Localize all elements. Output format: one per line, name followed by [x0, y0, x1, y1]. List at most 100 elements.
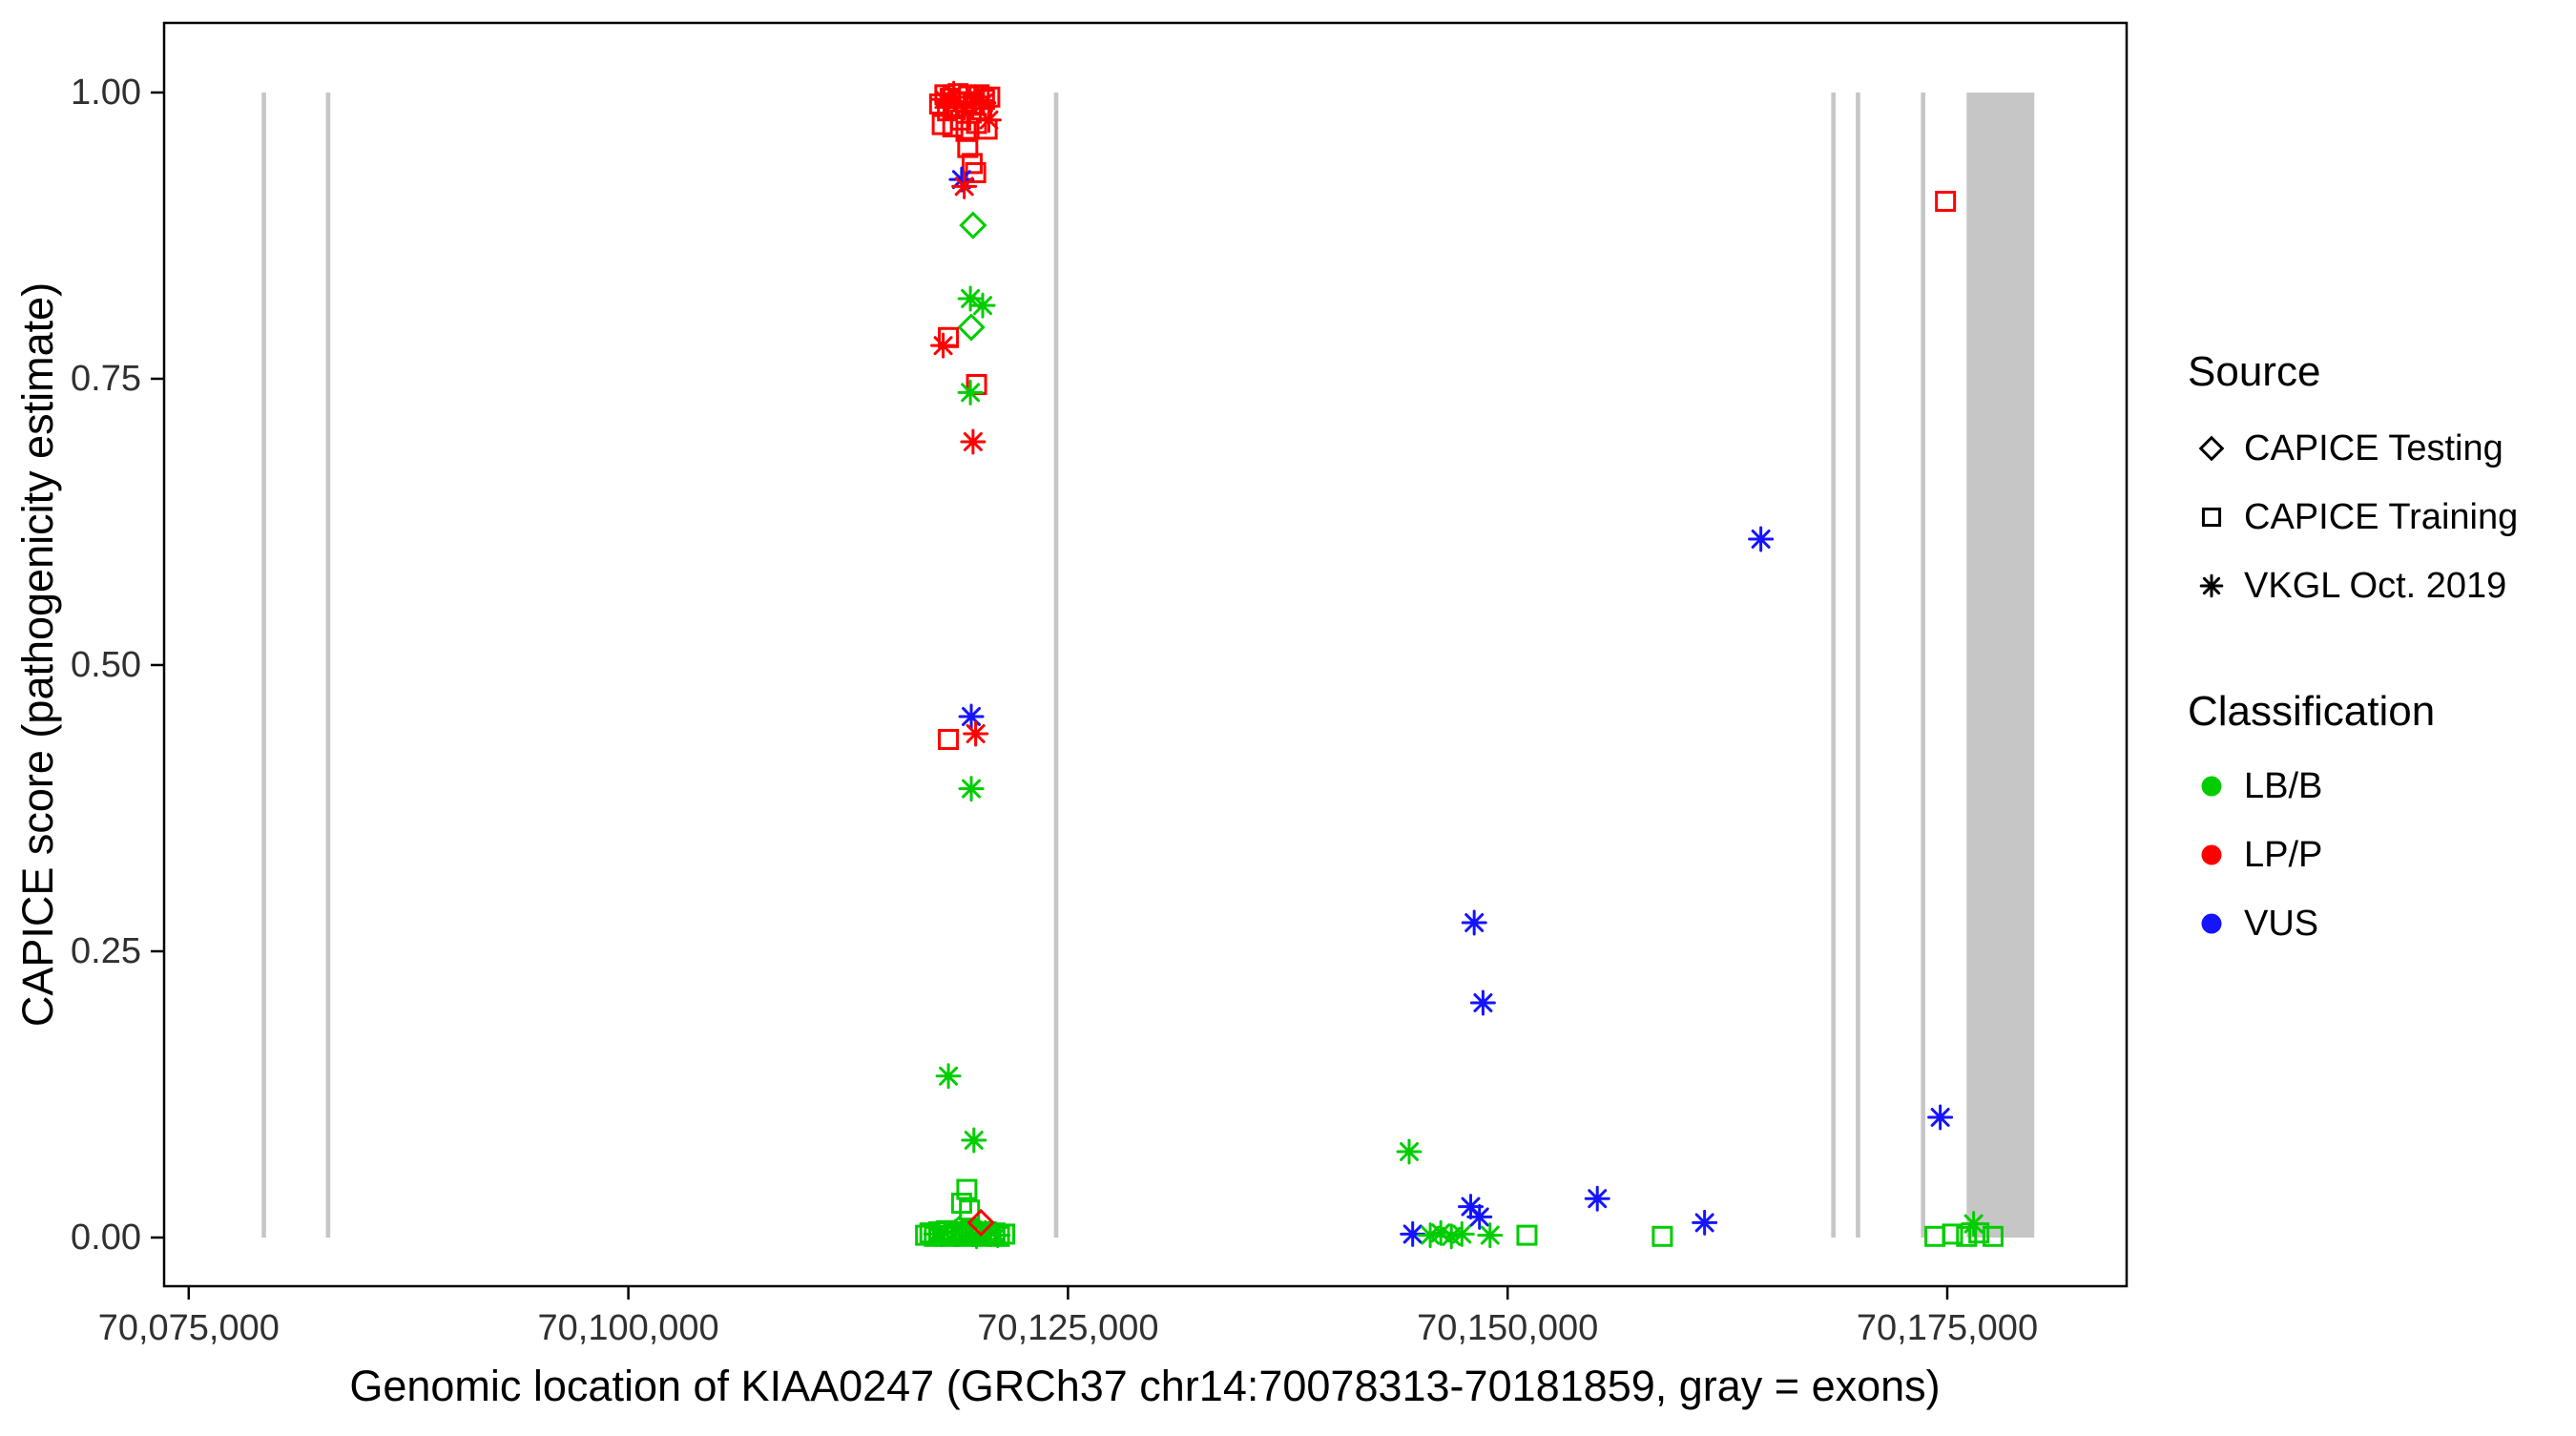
data-point — [1927, 1104, 1954, 1131]
data-point-marker — [1448, 1220, 1475, 1247]
y-tick-label: 0.00 — [71, 1217, 141, 1258]
data-point — [957, 379, 984, 406]
data-point-marker — [1942, 1223, 1963, 1245]
data-point-marker — [972, 1219, 999, 1246]
data-point — [938, 728, 960, 750]
plot-panel-border — [162, 21, 2129, 1288]
data-point-marker — [957, 313, 986, 342]
legend: Source CAPICE Testing CAPICE Training VKGL … — [2188, 348, 2518, 944]
data-point — [942, 1218, 968, 1245]
y-tick-label: 0.25 — [71, 931, 141, 971]
data-point-marker — [975, 107, 1002, 134]
data-point — [985, 1222, 1011, 1249]
data-point — [1942, 1223, 1963, 1245]
data-point — [966, 1208, 995, 1238]
data-point-marker — [1748, 526, 1775, 552]
y-tick-label: 0.75 — [71, 359, 141, 399]
data-point — [930, 332, 957, 359]
data-point — [945, 1215, 973, 1244]
data-point — [951, 94, 978, 121]
legend-item-label: LP/P — [2244, 835, 2322, 875]
data-point-marker — [970, 90, 997, 116]
data-point-marker — [923, 1220, 949, 1247]
data-point — [1652, 1225, 1673, 1247]
data-point — [1982, 1225, 2004, 1247]
data-point-marker — [1584, 1185, 1610, 1212]
x-tick-label: 70,175,000 — [1857, 1308, 2038, 1348]
x-tick-label: 70,100,000 — [538, 1308, 719, 1348]
data-point-marker — [959, 1199, 981, 1221]
data-point-marker — [2201, 507, 2222, 528]
data-point-marker — [1652, 1225, 1673, 1247]
data-point-marker — [969, 292, 996, 319]
data-point-marker — [957, 285, 984, 312]
x-tick-label: 70,075,000 — [98, 1308, 280, 1348]
data-point — [963, 720, 989, 747]
exon-region — [1921, 92, 1925, 1238]
data-point — [1935, 190, 1957, 212]
data-point-marker — [1982, 1225, 2004, 1247]
data-point — [1396, 1138, 1423, 1165]
legend-item-source: CAPICE Testing — [2198, 428, 2503, 468]
data-point-marker — [1924, 1225, 1946, 1247]
data-point — [1448, 1220, 1475, 1247]
data-point-marker — [1466, 1203, 1493, 1230]
data-point — [951, 173, 978, 199]
data-point-marker — [1400, 1220, 1426, 1247]
legend-item-label: LB/B — [2244, 766, 2322, 806]
data-point-marker — [962, 84, 988, 111]
data-point — [959, 1199, 981, 1221]
data-point — [1477, 1222, 1504, 1249]
data-point — [948, 166, 975, 193]
data-point — [1417, 1222, 1444, 1249]
data-point — [941, 80, 967, 107]
data-point-marker — [945, 1215, 973, 1244]
data-point — [960, 428, 987, 455]
data-point-marker — [1956, 1225, 1978, 1247]
data-point — [1968, 1222, 1990, 1244]
data-point — [962, 84, 988, 111]
data-point — [958, 703, 985, 730]
data-point — [935, 1063, 962, 1090]
legend-title-classification: Classification — [2188, 688, 2435, 735]
data-point-marker — [956, 1178, 978, 1200]
data-point — [975, 107, 1002, 134]
data-point — [1692, 1209, 1718, 1236]
data-point-marker — [1692, 1209, 1718, 1236]
data-point — [1461, 909, 1487, 936]
y-axis-title: CAPICE score (pathogenicity estimate) — [13, 282, 62, 1027]
data-point — [1400, 1220, 1426, 1247]
legend-item-label: VUS — [2244, 904, 2318, 944]
legend-item-label: CAPICE Testing — [2244, 428, 2503, 468]
data-point — [958, 776, 985, 802]
data-point — [957, 285, 984, 312]
data-point-marker — [1461, 909, 1487, 936]
data-point — [956, 1178, 978, 1200]
data-point-marker — [966, 1208, 995, 1238]
data-point — [1457, 1194, 1484, 1220]
data-point-marker — [1396, 1138, 1423, 1165]
legend-item-label: CAPICE Training — [2244, 497, 2518, 537]
data-point — [970, 90, 997, 116]
data-point-marker — [958, 703, 985, 730]
axes-layer: 70,075,000 70,100,000 70,125,000 70,150,000… — [71, 73, 2038, 1348]
legend-item-source: VKGL Oct. 2019 — [2199, 566, 2506, 606]
data-point — [1956, 1225, 1978, 1247]
data-point-marker — [964, 1223, 990, 1250]
data-point-marker — [1935, 190, 1957, 212]
data-point-marker — [942, 1218, 968, 1245]
data-point-marker — [930, 332, 957, 359]
data-point — [1469, 989, 1496, 1016]
y-tick-label: 0.50 — [71, 645, 141, 685]
data-point-marker — [930, 86, 957, 113]
legend-item-classification: LB/B — [2201, 766, 2322, 806]
data-point — [1466, 1203, 1493, 1230]
data-point-marker — [1477, 1222, 1504, 1249]
legend-item-classification: LP/P — [2201, 835, 2322, 875]
data-point-marker — [961, 1127, 987, 1154]
data-point — [1748, 526, 1775, 552]
legend-item-source: CAPICE Training — [2201, 497, 2518, 537]
data-point — [969, 292, 996, 319]
